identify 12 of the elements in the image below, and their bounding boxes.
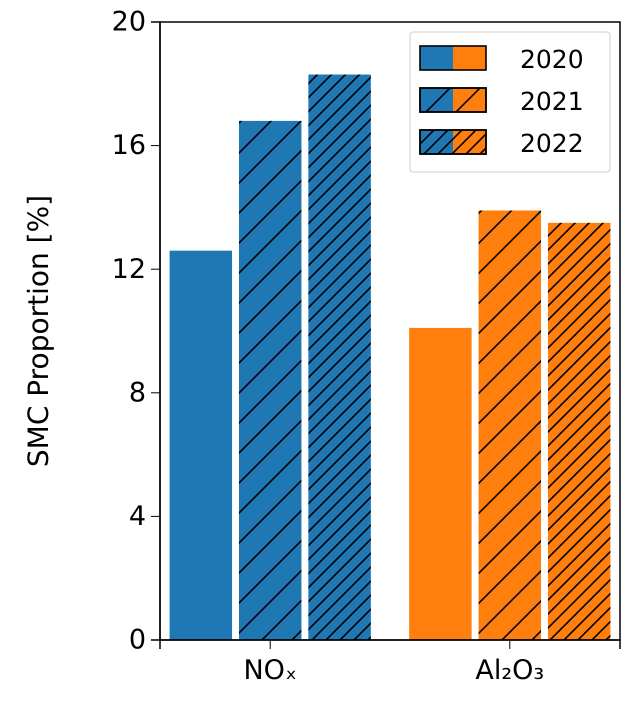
y-axis-title: SMC Proportion [%] — [22, 194, 55, 468]
y-tick-label: 20 — [112, 6, 146, 38]
x-tick-label: Al₂O₃ — [475, 655, 544, 686]
legend-label: 2020 — [520, 45, 584, 74]
legend-label: 2022 — [520, 129, 584, 158]
y-tick-label: 8 — [128, 377, 146, 408]
legend-label: 2021 — [520, 87, 584, 116]
y-tick-label: 16 — [112, 130, 146, 162]
y-tick-label: 4 — [128, 501, 146, 532]
y-tick-label: 0 — [128, 624, 146, 656]
y-tick-label: 12 — [112, 254, 146, 285]
x-tick-label: NOₓ — [243, 655, 297, 686]
